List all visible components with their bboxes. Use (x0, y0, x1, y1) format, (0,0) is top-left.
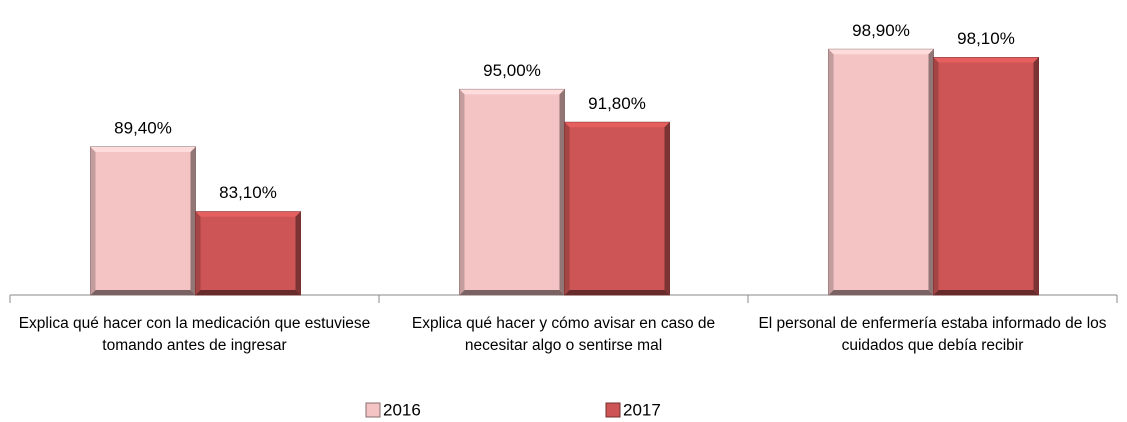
bar-bevel (828, 49, 934, 55)
bar-bevel (1033, 57, 1039, 296)
bar-bevel (828, 290, 934, 295)
bar (828, 48, 934, 296)
bar-bevel (90, 146, 196, 152)
data-label: 91,80% (588, 94, 646, 113)
legend-swatch (605, 402, 621, 418)
bar-bevel (664, 122, 670, 296)
x-tick-label: Explica qué hacer con la medicación que … (18, 315, 371, 354)
bar (90, 146, 196, 296)
bar (459, 88, 565, 296)
legend-label: 2016 (383, 400, 421, 419)
bar-bevel (933, 57, 939, 296)
data-label: 95,00% (483, 61, 541, 80)
bar-bevel (828, 49, 834, 295)
bar-bevel (90, 290, 196, 295)
bar-bevel (195, 211, 301, 217)
legend-swatch (365, 402, 381, 418)
legend-label: 2017 (623, 400, 661, 419)
x-tick-label: Explica qué hacer y cómo avisar en caso … (411, 315, 716, 354)
bar-bevel (559, 89, 565, 296)
bar-bevel (295, 211, 301, 295)
x-tick-label: El personal de enfermería estaba informa… (758, 315, 1107, 354)
bar-bevel (564, 122, 570, 296)
bar-bevel (459, 89, 465, 296)
bar-bevel (933, 57, 1039, 63)
bar (564, 121, 670, 296)
bar-bevel (459, 290, 565, 295)
data-label: 98,10% (957, 29, 1015, 48)
data-label: 83,10% (219, 183, 277, 202)
bar-bevel (190, 146, 196, 295)
data-label: 89,40% (114, 118, 172, 137)
bar-bevel (195, 211, 201, 295)
bar-bevel (195, 290, 301, 295)
bar (933, 57, 1039, 296)
bar-bevel (90, 146, 96, 295)
bar-bevel (928, 49, 934, 295)
bar-bevel (459, 89, 565, 95)
data-label: 98,90% (852, 21, 910, 40)
bar-bevel (564, 290, 670, 295)
bar (195, 211, 301, 296)
bar-bevel (564, 122, 670, 128)
bar-bevel (933, 290, 1039, 295)
